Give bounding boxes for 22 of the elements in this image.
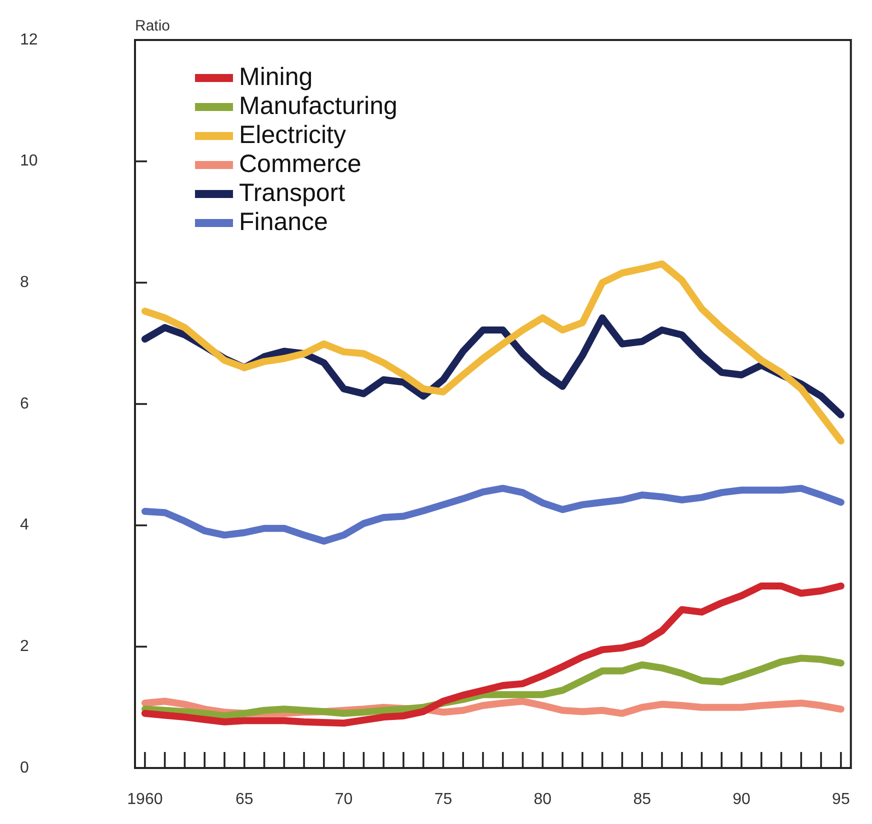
y-tick-label: 4 xyxy=(20,516,29,534)
y-tick-label: 6 xyxy=(20,395,29,412)
legend-label: Commerce xyxy=(239,150,362,178)
x-tick-label: 90 xyxy=(732,791,751,808)
legend-label: Mining xyxy=(239,62,313,91)
legend-label: Electricity xyxy=(239,120,346,149)
y-tick-label: 8 xyxy=(20,274,29,292)
x-tick-label: 65 xyxy=(235,791,254,808)
x-tick-label: 70 xyxy=(334,791,353,808)
x-tick-label: 95 xyxy=(832,791,850,808)
legend-label: Finance xyxy=(239,208,328,236)
y-tick-label: 10 xyxy=(20,152,38,170)
x-tick-label: 75 xyxy=(434,791,452,808)
y-tick-label: 2 xyxy=(20,638,29,656)
legend-label: Manufacturing xyxy=(239,92,398,120)
legend-label: Transport xyxy=(239,178,346,207)
y-tick-label: 0 xyxy=(20,759,29,776)
x-tick-label: 1960 xyxy=(127,791,163,808)
y-axis-title: Ratio xyxy=(135,18,170,35)
x-tick-label: 80 xyxy=(534,791,552,808)
x-tick-label: 85 xyxy=(633,791,652,808)
y-tick-label: 12 xyxy=(20,31,38,48)
